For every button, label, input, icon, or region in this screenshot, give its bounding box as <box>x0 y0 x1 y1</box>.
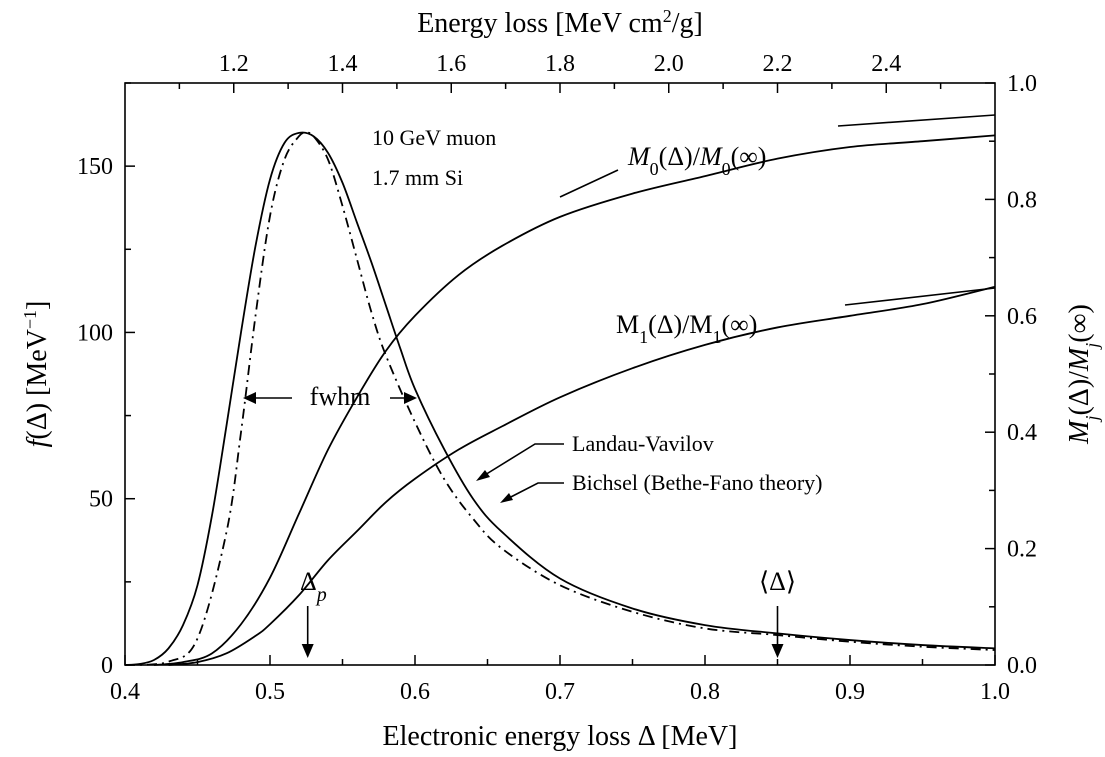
y-axis-title-end: ] <box>22 301 53 310</box>
top-tick-label-6: 2.4 <box>871 51 901 77</box>
top-tick-label-1: 1.4 <box>328 51 358 77</box>
m0-label-leader <box>837 114 996 127</box>
y2-title-m1: M <box>1064 419 1095 445</box>
series-line-3 <box>168 285 996 666</box>
sample-line1: 10 GeV muon <box>372 125 496 150</box>
y-axis-title-f: f <box>22 436 53 447</box>
y-axis-title-sup: −1 <box>20 310 40 329</box>
x-axis-title: Electronic energy loss Δ [MeV] <box>383 721 738 752</box>
top-axis-title-sup: 2 <box>663 6 672 26</box>
y2-title-mid: (Δ)/ <box>1064 371 1095 416</box>
top-axis-title: Energy loss [MeV cm2/g] <box>417 6 703 39</box>
x-tick-label-5: 0.9 <box>835 679 865 705</box>
top-tick-label-0: 1.2 <box>219 51 249 77</box>
top-tick-label-2: 1.6 <box>436 51 466 77</box>
m0-sub-a: 0 <box>650 159 659 179</box>
bichsel-pointer <box>504 482 564 501</box>
m1-mid: (Δ)/M <box>648 310 712 339</box>
bichsel-label: Bichsel (Bethe-Fano theory) <box>572 470 823 495</box>
x-tick-label-1: 0.5 <box>255 679 285 705</box>
m1-sub-a: 1 <box>639 327 648 347</box>
delta-p-delta: Δ <box>300 567 317 596</box>
delta-p-sub: p <box>315 584 327 606</box>
m0-mid: (Δ)/ <box>659 142 701 171</box>
y2-title-j1: j <box>1082 416 1102 423</box>
landau-label: Landau-Vavilov <box>572 431 714 456</box>
x-tick-label-4: 0.8 <box>690 679 720 705</box>
m1-sub-b: 1 <box>713 327 722 347</box>
landau-arrowhead <box>476 470 490 481</box>
data-curves <box>124 131 996 666</box>
fwhm-arrowhead-right <box>404 392 417 404</box>
x-tick-label-0: 0.4 <box>110 679 140 705</box>
y2-axis-title: Mj(Δ)/Mj(∞) <box>1064 304 1102 445</box>
y-axis-title-rest: (Δ) [MeV <box>22 329 53 440</box>
top-tick-label-4: 2.0 <box>654 51 684 77</box>
y2-title-end: (∞) <box>1064 304 1095 343</box>
fwhm-arrowhead-left <box>243 392 256 404</box>
sample-line2: 1.7 mm Si <box>372 165 463 190</box>
y-tick-label-0: 0 <box>101 653 113 679</box>
x-tick-label-6: 1.0 <box>980 679 1010 705</box>
axis-ticks: 0.4 0.5 0.6 0.7 0.8 0.9 1.00501001500.00.20.40… <box>77 51 1037 705</box>
y2-tick-label-1: 0.2 <box>1007 537 1037 563</box>
m1-m-a: M <box>616 310 639 339</box>
m1-end: (∞) <box>722 310 758 339</box>
series-line-1 <box>124 131 996 666</box>
y2-tick-label-2: 0.4 <box>1007 420 1037 446</box>
m0-sub-b: 0 <box>722 159 731 179</box>
series-line-2 <box>153 134 996 666</box>
top-axis-title-part2: /g] <box>672 8 703 39</box>
m0-m-b: M <box>699 142 723 171</box>
x-tick-label-2: 0.6 <box>400 679 430 705</box>
m0-label: M0(Δ)/M0(∞) <box>627 142 766 179</box>
m0-end: (∞) <box>731 142 767 171</box>
y-tick-label-2: 100 <box>77 320 113 346</box>
landau-pointer <box>479 443 564 479</box>
bichsel-arrowhead <box>500 493 513 503</box>
delta-p-arrowhead <box>301 644 314 658</box>
m1-label-leader <box>844 287 996 306</box>
top-axis-title-part1: Energy loss [MeV cm <box>417 8 663 39</box>
y2-tick-label-0: 0.0 <box>1007 653 1037 679</box>
y-axis-title: f(Δ) [MeV−1] <box>20 301 53 448</box>
m0-m-a: M <box>627 142 651 171</box>
delta-mean-label: ⟨Δ⟩ <box>759 567 796 596</box>
y2-tick-label-3: 0.6 <box>1007 304 1037 330</box>
m1-label: M1(Δ)/M1(∞) <box>616 310 757 347</box>
fwhm-label: fwhm <box>310 382 371 411</box>
y-tick-label-3: 150 <box>77 154 113 180</box>
y2-title-j2: j <box>1082 343 1102 350</box>
y2-tick-label-4: 0.8 <box>1007 187 1037 213</box>
y-tick-label-1: 50 <box>89 487 113 513</box>
m0-label-leader-left <box>559 169 619 198</box>
delta-p-label: Δp <box>300 567 327 606</box>
y2-tick-label-5: 1.0 <box>1007 71 1037 97</box>
top-tick-label-5: 2.2 <box>763 51 793 77</box>
x-tick-label-3: 0.7 <box>545 679 575 705</box>
series-line-0 <box>124 131 996 666</box>
delta-mean-arrowhead <box>771 644 784 658</box>
y2-title-m2: M <box>1064 346 1095 372</box>
top-tick-label-3: 1.8 <box>545 51 575 77</box>
